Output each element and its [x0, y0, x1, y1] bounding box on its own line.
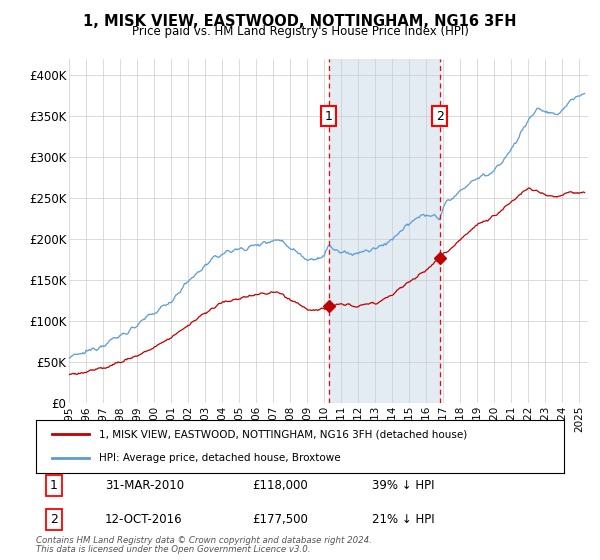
Text: 1, MISK VIEW, EASTWOOD, NOTTINGHAM, NG16 3FH (detached house): 1, MISK VIEW, EASTWOOD, NOTTINGHAM, NG16… — [100, 430, 467, 440]
Text: HPI: Average price, detached house, Broxtowe: HPI: Average price, detached house, Brox… — [100, 453, 341, 463]
Text: Contains HM Land Registry data © Crown copyright and database right 2024.: Contains HM Land Registry data © Crown c… — [36, 536, 372, 545]
Text: Price paid vs. HM Land Registry's House Price Index (HPI): Price paid vs. HM Land Registry's House … — [131, 25, 469, 38]
Text: 2: 2 — [50, 513, 58, 526]
Text: This data is licensed under the Open Government Licence v3.0.: This data is licensed under the Open Gov… — [36, 545, 311, 554]
Text: 1: 1 — [325, 110, 332, 123]
Text: 21% ↓ HPI: 21% ↓ HPI — [372, 513, 434, 526]
Text: £177,500: £177,500 — [252, 513, 308, 526]
Text: 1: 1 — [50, 479, 58, 492]
Text: 12-OCT-2016: 12-OCT-2016 — [105, 513, 182, 526]
Text: 31-MAR-2010: 31-MAR-2010 — [105, 479, 184, 492]
Text: 39% ↓ HPI: 39% ↓ HPI — [372, 479, 434, 492]
Text: 2: 2 — [436, 110, 444, 123]
Bar — [329, 59, 440, 403]
Text: 1, MISK VIEW, EASTWOOD, NOTTINGHAM, NG16 3FH: 1, MISK VIEW, EASTWOOD, NOTTINGHAM, NG16… — [83, 14, 517, 29]
Text: £118,000: £118,000 — [252, 479, 308, 492]
